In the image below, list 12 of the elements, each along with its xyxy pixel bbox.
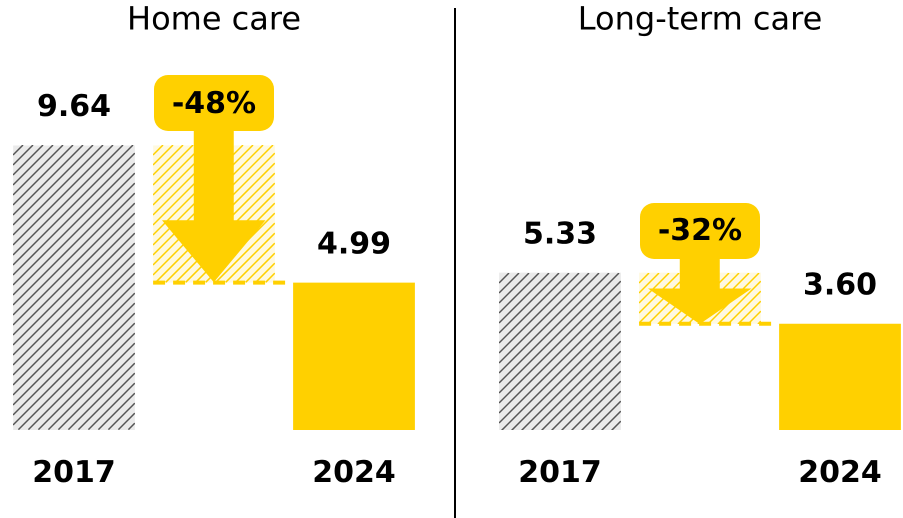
x-tick-label: 2024 <box>312 454 396 490</box>
text: -32% <box>640 202 760 259</box>
chart-title: Home care <box>126 0 302 38</box>
x-tick-label: 2024 <box>798 454 882 490</box>
data-label: 3.60 <box>802 268 878 303</box>
data-label: 9.64 <box>36 89 112 124</box>
data-label: 4.99 <box>316 226 392 262</box>
data-label: 5.33 <box>522 216 598 252</box>
text: -48% <box>154 75 274 132</box>
x-tick-label: 2017 <box>518 454 602 490</box>
chart-title: Long-term care <box>578 0 822 38</box>
x-tick-label: 2017 <box>32 454 116 490</box>
